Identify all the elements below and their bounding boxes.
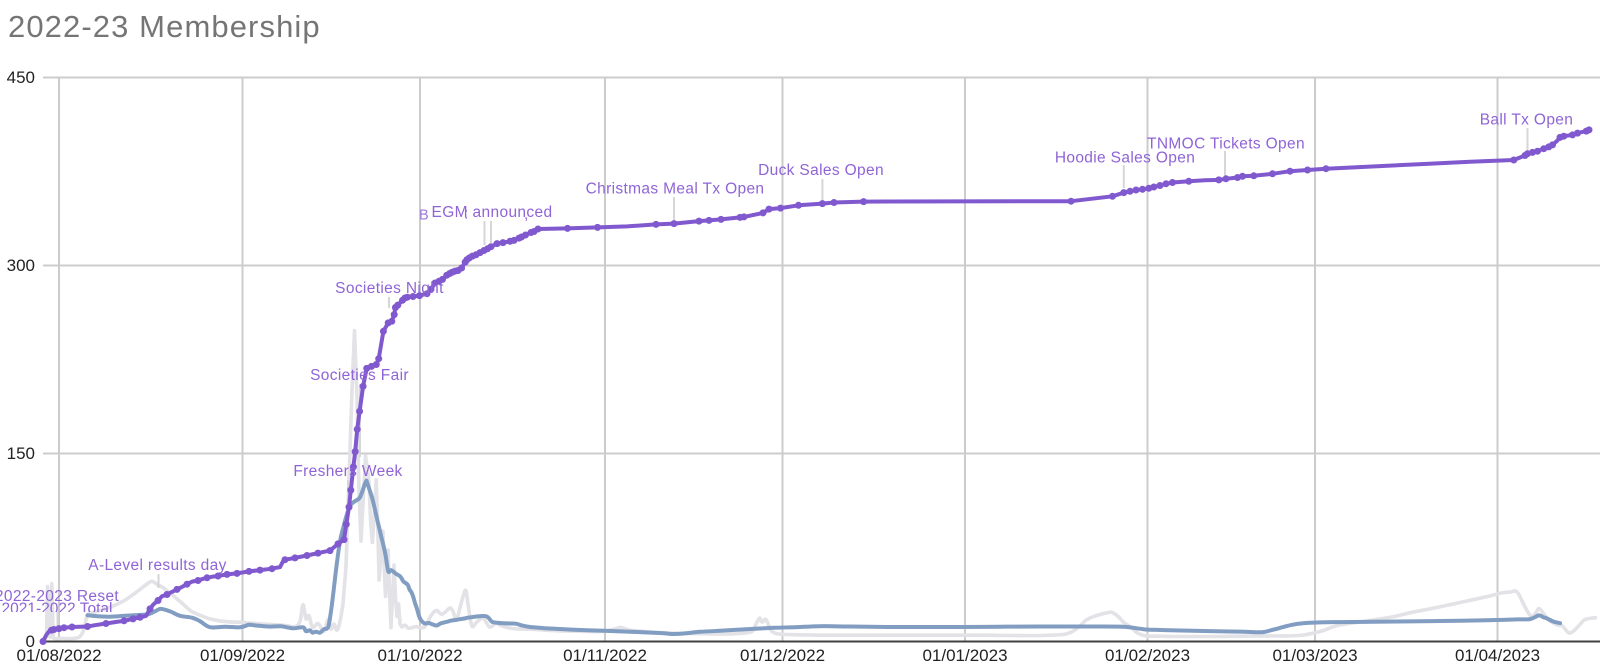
svg-text:EGM announced: EGM announced	[432, 204, 553, 221]
svg-text:2022-23 Membership: 2022-23 Membership	[8, 9, 321, 44]
svg-text:Societies Fair: Societies Fair	[310, 367, 409, 384]
svg-text:Duck Sales Open: Duck Sales Open	[758, 162, 884, 179]
svg-text:Ball Tx Open: Ball Tx Open	[1480, 112, 1574, 129]
svg-text:300: 300	[7, 256, 35, 275]
svg-text:150: 150	[7, 444, 35, 463]
svg-text:A-Level results day: A-Level results day	[88, 557, 226, 574]
svg-text:01/01/2023: 01/01/2023	[922, 646, 1007, 665]
svg-text:,: ,	[524, 206, 528, 223]
svg-text:01/03/2023: 01/03/2023	[1272, 646, 1357, 665]
svg-text:TNMOC Tickets Open: TNMOC Tickets Open	[1147, 136, 1305, 153]
svg-text:Societies Night: Societies Night	[335, 280, 444, 297]
svg-text:Freshers Week: Freshers Week	[293, 463, 402, 480]
svg-text:Hoodie Sales Open: Hoodie Sales Open	[1055, 150, 1195, 167]
svg-text:0: 0	[26, 632, 35, 651]
svg-text:B: B	[419, 208, 429, 224]
svg-text:01/11/2022: 01/11/2022	[563, 646, 647, 665]
svg-text:01/10/2022: 01/10/2022	[377, 646, 462, 665]
svg-text::: :	[464, 206, 468, 223]
svg-text:01/12/2022: 01/12/2022	[740, 646, 825, 665]
svg-text:01/08/2022: 01/08/2022	[16, 646, 101, 665]
svg-text:Christmas Meal Tx Open: Christmas Meal Tx Open	[586, 181, 765, 198]
svg-text:01/02/2023: 01/02/2023	[1105, 646, 1190, 665]
svg-text:2022-2023 Reset: 2022-2023 Reset	[0, 588, 119, 605]
svg-text:450: 450	[7, 68, 35, 87]
svg-text:01/09/2022: 01/09/2022	[200, 646, 285, 665]
svg-text:2021-2022 Total: 2021-2022 Total	[2, 601, 113, 618]
svg-text:01/04/2023: 01/04/2023	[1455, 646, 1540, 665]
